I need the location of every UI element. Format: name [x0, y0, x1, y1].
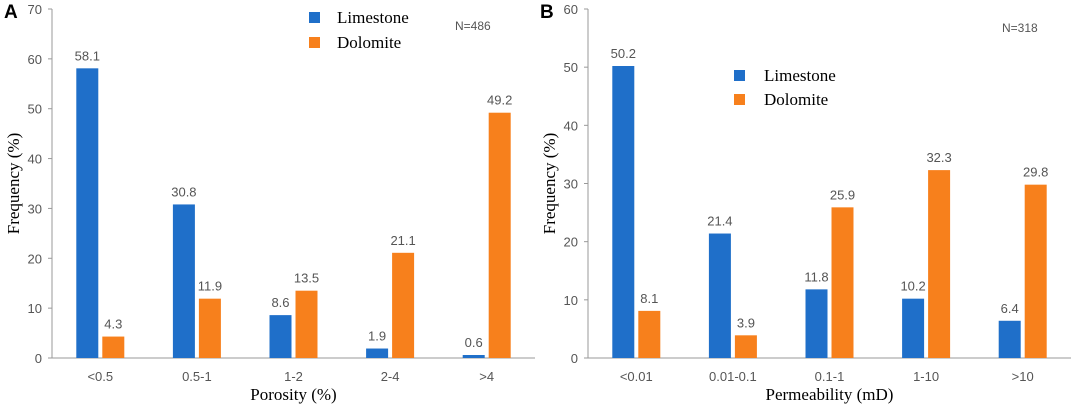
porosity-chart: A 0 10 20 30 40 50 60 70 <0.5 0.5-1 1-2 2-4 >4 58.1 30.…	[4, 2, 535, 404]
x-tick-label: >4	[479, 369, 494, 384]
limestone-data-label: 10.2	[900, 279, 925, 294]
dolomite-data-label: 3.9	[737, 315, 755, 330]
y-tick-label: 20	[28, 251, 42, 266]
legend-label-dolomite: Dolomite	[337, 33, 401, 52]
dolomite-bar	[1024, 184, 1047, 358]
limestone-bar	[366, 348, 389, 358]
dolomite-bar	[638, 310, 661, 358]
limestone-data-label: 50.2	[611, 46, 636, 61]
limestone-data-label: 1.9	[368, 329, 386, 344]
limestone-bar	[805, 289, 828, 358]
y-tick-label: 10	[28, 301, 42, 316]
legend-label-limestone: Limestone	[337, 8, 409, 27]
permeability-chart-panel: B 0 10 20 30 40 50 60 <0.01 0.01-0.1 0.1-1 1-10 >10 5…	[536, 0, 1072, 413]
legend-label-limestone: Limestone	[764, 66, 836, 85]
y-tick-label: 50	[564, 60, 578, 75]
panel-label: B	[540, 2, 554, 23]
legend-swatch-limestone	[734, 70, 745, 81]
limestone-data-label: 58.1	[75, 48, 100, 63]
x-tick-label: >10	[1012, 369, 1034, 384]
x-tick-label: <0.01	[620, 369, 653, 384]
y-tick-label: 70	[28, 2, 42, 17]
dolomite-data-label: 49.2	[487, 93, 512, 108]
legend-swatch-limestone	[309, 12, 320, 23]
limestone-bar	[902, 298, 925, 358]
y-tick-label: 60	[28, 52, 42, 67]
dolomite-bar	[831, 207, 854, 358]
sample-size-note: N=486	[455, 19, 491, 33]
x-tick-label: 0.5-1	[182, 369, 212, 384]
limestone-bar	[998, 320, 1021, 358]
y-tick-label: 60	[564, 2, 578, 17]
y-tick-label: 40	[28, 152, 42, 167]
y-tick-label: 0	[35, 351, 42, 366]
dolomite-data-label: 13.5	[294, 271, 319, 286]
x-axis-title: Porosity (%)	[250, 385, 336, 404]
limestone-data-label: 6.4	[1001, 301, 1019, 316]
x-tick-label: <0.5	[87, 369, 113, 384]
dolomite-bar	[392, 252, 415, 358]
limestone-data-label: 21.4	[707, 214, 732, 229]
y-tick-label: 30	[28, 201, 42, 216]
dolomite-data-label: 4.3	[104, 317, 122, 332]
permeability-chart: B 0 10 20 30 40 50 60 <0.01 0.01-0.1 0.1-1 1-10 >10 5…	[540, 2, 1071, 404]
limestone-data-label: 30.8	[171, 184, 196, 199]
dolomite-data-label: 11.9	[198, 279, 222, 294]
y-axis-title: Frequency (%)	[4, 133, 23, 235]
dolomite-data-label: 21.1	[390, 233, 415, 248]
dolomite-data-label: 25.9	[830, 187, 855, 202]
x-tick-label: 0.01-0.1	[709, 369, 757, 384]
limestone-bar	[462, 355, 485, 358]
dolomite-bar	[198, 298, 221, 358]
legend-swatch-dolomite	[734, 94, 745, 105]
y-axis-title: Frequency (%)	[540, 133, 559, 235]
dolomite-data-label: 29.8	[1023, 165, 1048, 180]
y-tick-label: 10	[564, 293, 578, 308]
x-tick-label: 1-10	[913, 369, 939, 384]
limestone-bar	[269, 315, 292, 358]
y-tick-label: 50	[28, 102, 42, 117]
dolomite-data-label: 32.3	[926, 150, 951, 165]
sample-size-note: N=318	[1002, 21, 1038, 35]
limestone-data-label: 11.8	[804, 269, 828, 284]
y-tick-label: 0	[571, 351, 578, 366]
x-tick-label: 0.1-1	[815, 369, 845, 384]
y-tick-label: 30	[564, 177, 578, 192]
legend-swatch-dolomite	[309, 37, 320, 48]
limestone-bar	[76, 68, 99, 358]
dolomite-data-label: 8.1	[640, 291, 658, 306]
limestone-data-label: 8.6	[271, 295, 289, 310]
dolomite-bar	[488, 112, 511, 359]
dolomite-bar	[928, 170, 951, 358]
x-axis-title: Permeability (mD)	[766, 385, 894, 404]
y-tick-label: 40	[564, 118, 578, 133]
limestone-data-label: 0.6	[465, 335, 483, 350]
dolomite-bar	[295, 290, 318, 358]
x-tick-label: 1-2	[284, 369, 303, 384]
limestone-bar	[172, 204, 195, 358]
dolomite-bar	[734, 335, 757, 358]
limestone-bar	[708, 233, 731, 358]
porosity-chart-panel: A 0 10 20 30 40 50 60 70 <0.5 0.5-1 1-2 2-4 >4 58.1 30.…	[4, 2, 535, 404]
x-tick-label: 2-4	[381, 369, 400, 384]
limestone-bar	[612, 66, 635, 359]
y-tick-label: 20	[564, 235, 578, 250]
dolomite-bar	[102, 336, 125, 358]
legend-label-dolomite: Dolomite	[764, 90, 828, 109]
panel-label: A	[4, 2, 18, 23]
